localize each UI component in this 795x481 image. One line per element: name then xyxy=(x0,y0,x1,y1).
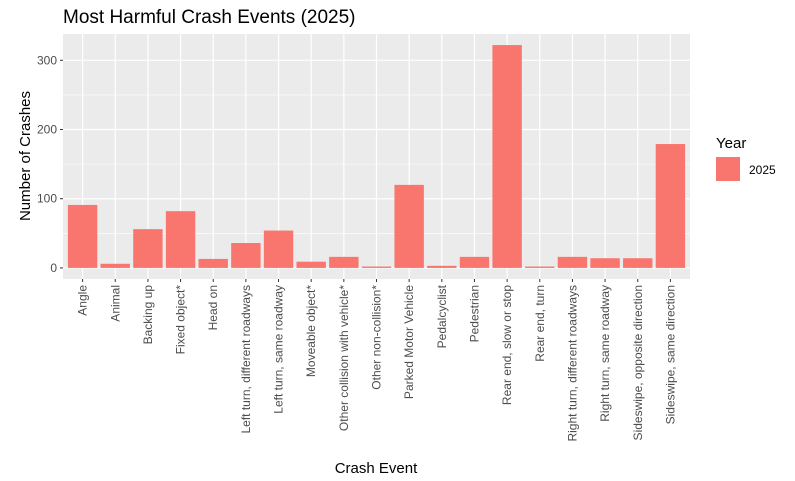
x-tick-label: Left turn, same roadway xyxy=(272,285,286,414)
x-tick-label: Parked Motor Vehicle xyxy=(402,285,416,399)
x-tick-label: Sideswipe, opposite direction xyxy=(631,285,645,440)
bar-16 xyxy=(590,258,620,268)
x-tick-label: Rear end, turn xyxy=(533,285,547,362)
y-tick-label: 0 xyxy=(50,261,57,275)
bar-1 xyxy=(100,263,130,268)
bars xyxy=(67,45,686,268)
x-tick-label: Animal xyxy=(108,285,122,322)
bar-4 xyxy=(198,258,228,268)
x-tick-label: Pedalcyclist xyxy=(435,284,449,348)
chart-title: Most Harmful Crash Events (2025) xyxy=(63,7,356,28)
bar-0 xyxy=(67,204,98,268)
y-axis: 0 100 200 300 xyxy=(37,53,63,275)
x-tick-label: Other non-collision* xyxy=(370,285,384,390)
legend: Year 2025 xyxy=(716,135,776,181)
bar-15 xyxy=(557,256,588,268)
x-tick-label: Right turn, different roadways xyxy=(565,285,579,442)
bar-18 xyxy=(655,144,686,268)
x-tick-label: Left turn, different roadways xyxy=(239,285,253,434)
x-axis: Angle Animal Backing up Fixed object* Head o… xyxy=(76,279,677,442)
bar-17 xyxy=(623,258,653,268)
legend-key-2025 xyxy=(716,157,740,181)
bar-9 xyxy=(361,266,392,268)
bar-12 xyxy=(459,256,490,268)
x-tick-label: Sideswipe, same direction xyxy=(663,285,677,424)
bar-8 xyxy=(329,256,359,268)
bar-13 xyxy=(492,45,522,268)
x-tick-label: Pedestrian xyxy=(467,285,481,342)
bar-14 xyxy=(525,266,555,268)
bar-6 xyxy=(263,230,294,268)
x-tick-label: Moveable object* xyxy=(304,285,318,377)
x-tick-label: Other collision with vehicle* xyxy=(337,285,351,431)
x-tick-label: Backing up xyxy=(141,285,155,345)
y-axis-title: Number of Crashes xyxy=(17,91,34,221)
legend-label-2025: 2025 xyxy=(749,163,776,177)
y-tick-label: 300 xyxy=(37,53,57,67)
x-tick-label: Fixed object* xyxy=(174,285,188,355)
x-tick-label: Angle xyxy=(76,285,90,316)
bar-5 xyxy=(231,243,261,268)
x-tick-label: Rear end, slow or stop xyxy=(500,285,514,405)
legend-title: Year xyxy=(716,135,746,152)
bar-2 xyxy=(133,229,163,268)
bar-10 xyxy=(394,184,424,268)
x-tick-label: Head on xyxy=(206,285,220,330)
y-tick-label: 200 xyxy=(37,123,57,137)
x-axis-title: Crash Event xyxy=(335,460,418,477)
bar-3 xyxy=(165,211,196,268)
y-tick-label: 100 xyxy=(37,192,57,206)
x-tick-label: Right turn, same roadway xyxy=(598,285,612,422)
bar-11 xyxy=(427,265,457,268)
bar-7 xyxy=(296,261,326,268)
